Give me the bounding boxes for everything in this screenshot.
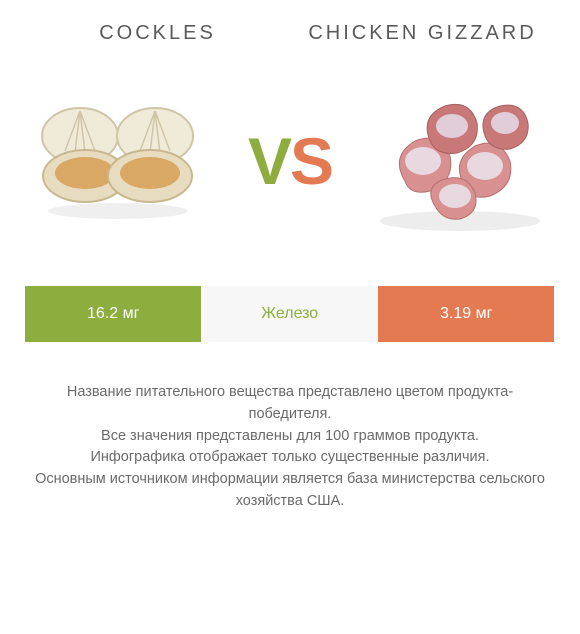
left-value: 16.2 мг [87,305,139,323]
nutrient-bar: 16.2 мг Железо 3.19 мг [25,286,555,342]
description-block: Название питательного вещества представл… [25,382,555,513]
gizzard-image [365,81,555,241]
desc-line-1: Название питательного вещества представл… [35,382,545,426]
right-value-bar: 3.19 мг [378,286,554,342]
vs-v: V [248,124,290,198]
cockles-image [25,81,215,241]
desc-line-4: Основным источником информации является … [35,469,545,513]
desc-line-3: Инфографика отображает только существенн… [35,447,545,469]
vs-label: VS [248,123,332,199]
images-row: VS [25,71,555,251]
vs-s: S [290,124,332,198]
left-value-bar: 16.2 мг [25,286,201,342]
left-title: Cockles [25,20,290,46]
nutrient-label: Железо [261,305,318,323]
titles-row: Cockles Chicken Gizzard [25,20,555,46]
comparison-infographic: Cockles Chicken Gizzard VS [0,0,580,634]
right-title: Chicken Gizzard [290,20,555,46]
nutrient-label-bar: Железо [201,286,377,342]
right-value: 3.19 мг [440,305,492,323]
desc-line-2: Все значения представлены для 100 граммо… [35,426,545,448]
